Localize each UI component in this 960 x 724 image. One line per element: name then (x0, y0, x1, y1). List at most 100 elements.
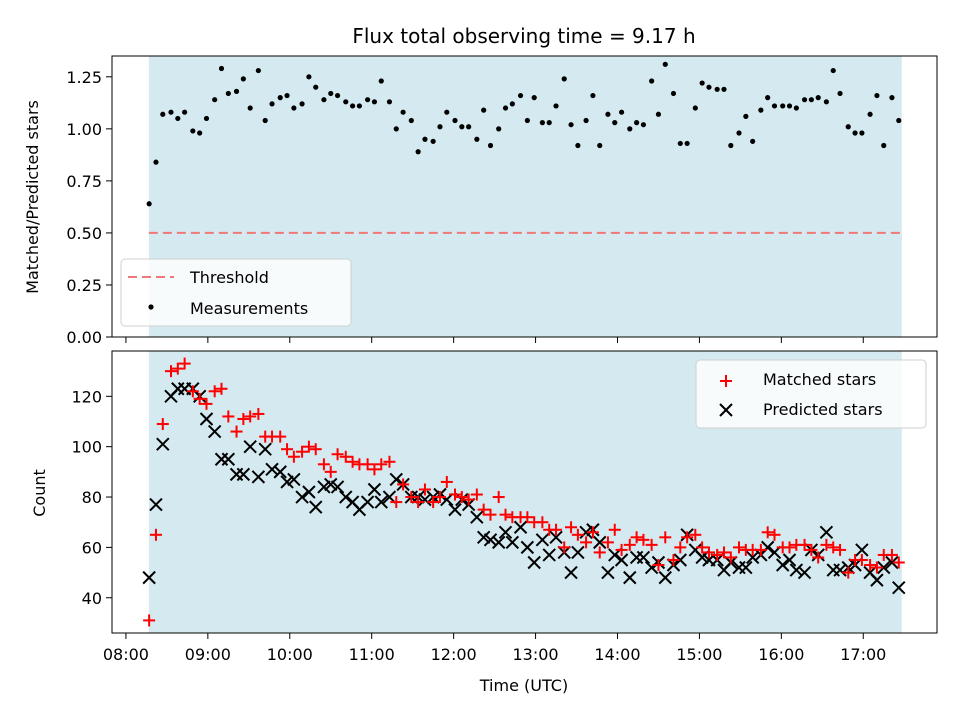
y-tick-label: 120 (71, 387, 102, 406)
predicted-point (374, 495, 388, 509)
matched-point (864, 559, 877, 572)
predicted-point (608, 548, 622, 562)
predicted-point (273, 465, 287, 479)
measurement-point (371, 99, 378, 105)
predicted-point (360, 495, 375, 509)
predicted-point (470, 510, 484, 524)
top-panel: 0.00 0.25 0.50 0.75 1.00 1.25 Flux total obse… (23, 24, 938, 347)
matched-point (892, 556, 905, 569)
predicted-point (527, 555, 541, 570)
measurement-point (168, 109, 174, 115)
matched-point (230, 425, 243, 438)
matched-point (156, 418, 169, 431)
predicted-point (367, 482, 382, 497)
predicted-legend-label: Predicted stars (763, 400, 883, 419)
matched-point (761, 526, 774, 539)
measurement-point (182, 109, 188, 115)
measurement-point (837, 90, 843, 97)
measurement-point (677, 140, 683, 147)
matched-point (711, 548, 724, 561)
predicted-point (440, 492, 454, 507)
predicted-point (236, 467, 251, 482)
predicted-point (745, 550, 760, 565)
matched-point (287, 450, 300, 463)
measurement-point (845, 124, 851, 130)
matched-legend-swatch (720, 375, 732, 387)
y-tick-label: 1.00 (66, 120, 102, 139)
y-tick-label: 0.25 (66, 276, 102, 295)
measurement-point (852, 130, 858, 136)
bottom-legend-box (695, 359, 927, 429)
measurement-point (728, 142, 734, 149)
matched-point (783, 541, 796, 554)
measurement-point (400, 109, 406, 115)
measurement-point (692, 105, 698, 111)
measurement-point (786, 103, 793, 109)
matched-point (222, 410, 235, 423)
predicted-point (658, 570, 672, 585)
measurement-point (896, 117, 902, 124)
measurement-point (146, 201, 152, 207)
matched-point (470, 488, 483, 501)
measurement-point (321, 97, 327, 103)
matched-point (171, 362, 184, 375)
matched-point (571, 528, 584, 541)
measurement-point (378, 78, 384, 84)
matched-point (375, 458, 388, 471)
measurement-point (597, 142, 603, 149)
measurement-point (269, 101, 275, 107)
matched-point (346, 455, 359, 468)
measurement-point (408, 117, 414, 124)
measurement-point (437, 124, 443, 130)
matched-point (418, 483, 431, 496)
predicted-point (775, 558, 790, 572)
y-tick-label: 40 (82, 589, 102, 608)
matched-point (565, 521, 578, 534)
predicted-point (767, 545, 782, 560)
measurement-point (561, 76, 567, 82)
measurement-point (452, 117, 458, 124)
matched-point (855, 553, 868, 566)
predicted-point (885, 555, 899, 570)
matched-point (652, 559, 665, 572)
matched-point (492, 491, 505, 504)
measurement-point (662, 61, 668, 67)
matched-point (440, 475, 453, 488)
count-points (142, 357, 906, 627)
x-tick-label: 13:00 (513, 645, 559, 664)
measurement-point (153, 159, 159, 165)
matched-point (536, 516, 549, 529)
measurement-point (299, 101, 305, 107)
measurement-point (575, 142, 581, 149)
matched-point (281, 443, 294, 456)
measurement-point (859, 130, 865, 136)
predicted-point (789, 563, 804, 577)
matched-point (842, 566, 855, 579)
matched-point (433, 491, 446, 504)
top-y-axis-label: Matched/Predicted stars (23, 100, 42, 294)
measurement-point (277, 95, 283, 101)
matched-point (186, 385, 199, 398)
predicted-point (491, 535, 506, 550)
matched-point (667, 553, 680, 566)
matched-point (215, 382, 228, 395)
predicted-point (644, 560, 659, 575)
measurement-point (415, 149, 421, 155)
matched-point (724, 551, 737, 564)
measurement-point (684, 140, 690, 147)
measurement-point (823, 99, 829, 105)
matched-point (237, 412, 250, 425)
predicted-point (601, 565, 615, 580)
measurement-point (808, 97, 814, 103)
predicted-point (330, 480, 345, 494)
measurement-point (422, 136, 428, 142)
measurements-legend-label: Measurements (190, 299, 308, 318)
measurement-point (670, 90, 677, 97)
predicted-point (623, 570, 637, 585)
top-legend: Threshold Measurements (120, 258, 352, 327)
predicted-point (636, 550, 651, 565)
predicted-point (199, 412, 214, 426)
matched-point (645, 538, 658, 551)
predicted-point (382, 490, 397, 504)
